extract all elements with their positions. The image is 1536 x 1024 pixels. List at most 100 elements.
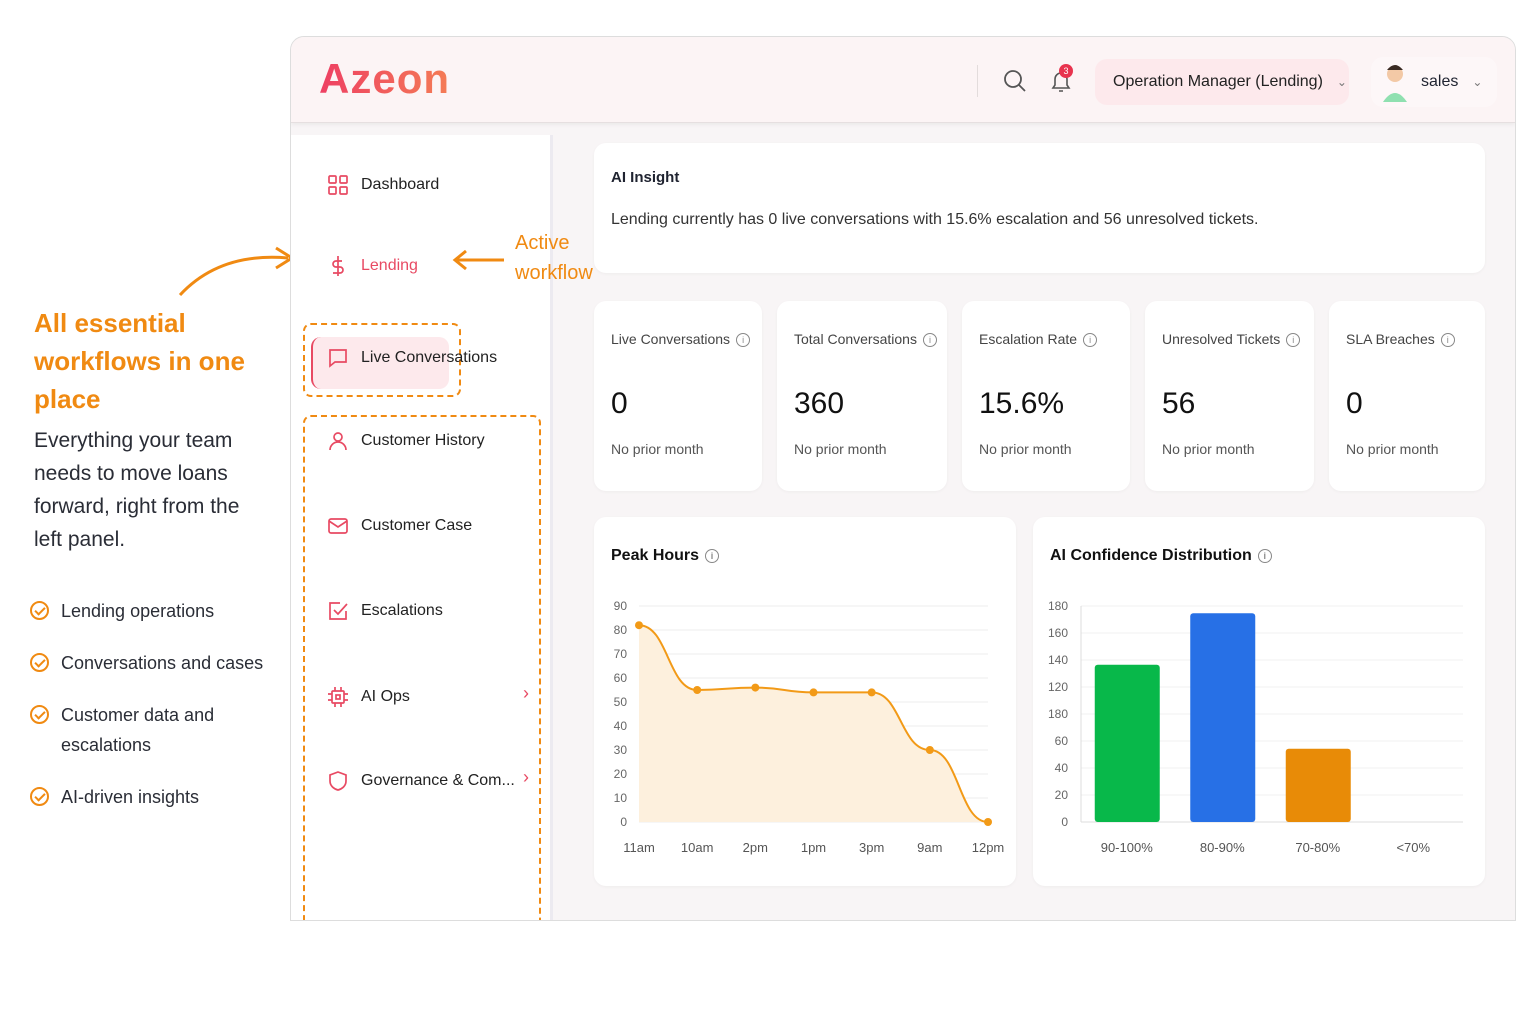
kpi-label: Unresolved Tickets i: [1162, 331, 1301, 348]
insight-title: AI Insight: [611, 169, 680, 186]
kpi-label-text: Live Conversations: [611, 331, 731, 347]
search-icon[interactable]: [1003, 69, 1027, 93]
role-dropdown[interactable]: Operation Manager (Lending) ⌄: [1095, 59, 1349, 105]
ai-confidence-card: AI Confidence Distribution i 0 20 40 60 180 12…: [1033, 517, 1485, 886]
feature-item: Lending operations: [30, 596, 290, 626]
sidebar-item-customer-history[interactable]: Customer History: [327, 430, 485, 452]
user-icon: [329, 432, 347, 451]
kpi-label: Total Conversations i: [794, 331, 937, 348]
user-name: sales: [1421, 73, 1459, 90]
active-workflow-annotation: Active workflow: [515, 232, 593, 284]
checkbox-icon: [329, 602, 348, 620]
y-tick-label: 0: [1061, 815, 1068, 829]
chart-title: AI Confidence Distribution i: [1050, 547, 1272, 565]
kpi-value: 360: [794, 387, 845, 420]
kpi-card: Escalation Rate i 15.6% No prior month: [962, 301, 1130, 491]
peak-hours-card: Peak Hours i 0 10 20 30 40 50 60 70 80 90 11am 10am 2…: [594, 517, 1016, 886]
sidebar-item-label: Customer History: [361, 432, 485, 449]
sidebar-item-label: Escalations: [361, 602, 443, 619]
sidebar-item-escalations[interactable]: Escalations: [327, 600, 443, 622]
kpi-label: Live Conversations i: [611, 331, 751, 348]
chart-title-text: Peak Hours: [611, 547, 700, 564]
x-tick-label: <70%: [1396, 840, 1430, 855]
x-tick-label: 80-90%: [1200, 840, 1245, 855]
mail-icon: [328, 518, 348, 534]
chevron-down-icon: ⌄: [1336, 75, 1347, 89]
x-tick-label: 11am: [623, 840, 655, 855]
sidebar-item-dashboard[interactable]: Dashboard: [327, 174, 439, 196]
chevron-right-icon[interactable]: ›: [523, 683, 529, 703]
ai-insight-card: AI Insight Lending currently has 0 live …: [594, 143, 1485, 273]
kpi-subtext: No prior month: [611, 441, 704, 457]
feature-item: Customer data and escalations: [30, 700, 290, 760]
check-circle-icon: [30, 653, 49, 672]
y-tick-label: 180: [1048, 599, 1068, 613]
y-tick-label: 90: [614, 599, 628, 613]
chevron-right-icon[interactable]: ›: [523, 767, 529, 787]
bar: [1285, 748, 1351, 822]
kpi-subtext: No prior month: [1346, 441, 1439, 457]
x-tick-label: 12pm: [972, 840, 1005, 855]
kpi-label: SLA Breaches i: [1346, 331, 1455, 348]
check-circle-icon: [30, 601, 49, 620]
y-tick-label: 60: [1055, 734, 1069, 748]
active-outline: [303, 323, 461, 397]
sidebar-item-label: Lending: [361, 257, 418, 274]
role-label: Operation Manager (Lending): [1113, 73, 1323, 90]
insight-text: Lending currently has 0 live conversatio…: [611, 211, 1259, 228]
avatar: [1383, 65, 1407, 102]
sidebar-item-lending[interactable]: Lending: [327, 255, 418, 277]
bar: [1190, 613, 1256, 822]
info-icon[interactable]: i: [1286, 333, 1301, 348]
chat-icon: [329, 349, 347, 368]
y-tick-label: 10: [614, 791, 628, 805]
data-point: [867, 688, 876, 697]
sidebar-item-customer-case[interactable]: Customer Case: [327, 515, 472, 537]
kpi-value: 0: [611, 387, 628, 420]
x-tick-label: 90-100%: [1101, 840, 1153, 855]
series-line: [638, 624, 989, 823]
peak-hours-chart: 0 10 20 30 40 50 60 70 80 90 11am 10am 2pm 1pm 3pm 9am 1…: [614, 599, 1005, 855]
kpi-label: Escalation Rate i: [979, 331, 1098, 348]
kpi-card: SLA Breaches i 0 No prior month: [1329, 301, 1485, 491]
kpi-card: Unresolved Tickets i 56 No prior month: [1145, 301, 1314, 491]
x-tick-label: 70-80%: [1295, 840, 1340, 855]
y-tick-label: 30: [614, 743, 628, 757]
sidebar-item-label: Live Conversations: [361, 349, 498, 366]
user-menu[interactable]: sales ⌄: [1371, 57, 1497, 107]
info-icon[interactable]: i: [1440, 333, 1455, 348]
chart-title: Peak Hours i: [611, 547, 720, 565]
y-tick-label: 70: [614, 647, 628, 661]
feature-item: Conversations and cases: [30, 648, 290, 678]
feature-label: Lending operations: [61, 601, 215, 621]
kpi-card: Live Conversations i 0 No prior month: [594, 301, 762, 491]
info-icon[interactable]: i: [1083, 333, 1098, 348]
sidebar-item-governance[interactable]: Governance & Com...: [327, 770, 515, 792]
sidebar-item-label: Dashboard: [361, 176, 440, 193]
feature-list: Lending operations Conversations and cas…: [30, 596, 290, 834]
info-icon[interactable]: i: [922, 333, 937, 348]
y-tick-label: 20: [1055, 788, 1069, 802]
kpi-value: 56: [1162, 387, 1196, 420]
sidebar-item-live-conversations[interactable]: Live Conversations: [327, 347, 497, 369]
promo-body: Everything your team needs to move loans…: [34, 429, 240, 551]
bar: [1094, 664, 1160, 822]
info-icon[interactable]: i: [705, 548, 720, 563]
x-tick-label: 9am: [917, 840, 942, 855]
chart-title-text: AI Confidence Distribution: [1050, 547, 1252, 564]
x-tick-label: 1pm: [801, 840, 826, 855]
kpi-label-text: Total Conversations: [794, 331, 917, 347]
workflows-outline: [303, 415, 541, 920]
y-tick-label: 50: [614, 695, 628, 709]
sidebar-item-label: AI Ops: [361, 688, 410, 705]
divider: [977, 65, 978, 97]
kpi-subtext: No prior month: [794, 441, 887, 457]
notification-badge: 3: [1059, 64, 1073, 78]
info-icon[interactable]: i: [736, 333, 751, 348]
info-icon[interactable]: i: [1257, 548, 1272, 563]
x-tick-label: 10am: [681, 840, 714, 855]
kpi-label-text: SLA Breaches: [1346, 331, 1435, 347]
dollar-icon: [332, 256, 344, 276]
sidebar-item-ai-ops[interactable]: AI Ops: [327, 686, 410, 708]
kpi-value: 15.6%: [979, 387, 1065, 420]
